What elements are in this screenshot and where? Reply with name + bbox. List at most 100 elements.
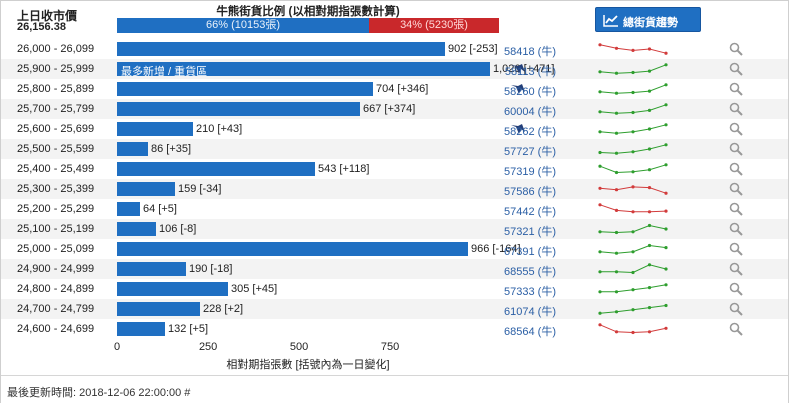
sparkline-point [598,186,602,190]
search-icon[interactable] [729,102,743,116]
cbbc-code-link[interactable]: 61074 (牛) [504,306,556,318]
search-icon[interactable] [729,122,743,136]
sparkline-point [614,131,619,135]
search-icon[interactable] [729,322,743,336]
sparkline-point [598,323,602,327]
sparkline-point [664,143,668,147]
sparkline-point [647,263,652,267]
bull-icon [511,64,525,74]
volume-bar [117,142,148,156]
search-icon[interactable] [729,282,743,296]
table-row: 25,400 - 25,499 543 [+118] 57319 (牛) [1,159,788,179]
cbbc-code-link[interactable]: 57321 (牛) [504,226,556,238]
bar-value-label: 86 [+35] [151,143,192,155]
trend-sparkline [598,303,668,315]
sparkline-point [598,203,602,207]
volume-bar [117,322,165,336]
sparkline-point [631,170,635,174]
footer: 最後更新時間: 2018-12-06 22:00:00 # [1,375,788,403]
search-icon[interactable] [729,62,743,76]
x-axis: 0 250 500 750 相對期指張數 [括號內為一日變化] [1,339,788,375]
x-tick-label: 0 [114,341,121,353]
table-row: 25,600 - 25,699 210 [+43] 58262 (牛) [1,119,788,139]
total-trend-button[interactable]: 總街貨趨勢 [595,7,701,32]
sparkline-point [614,188,619,192]
trend-sparkline [598,43,668,55]
sparkline-point [631,90,635,95]
search-icon[interactable] [729,202,743,216]
sparkline-point [614,270,619,274]
cbbc-code-link[interactable]: 57333 (牛) [504,286,556,298]
sparkline-point [598,290,602,294]
price-range-label: 24,800 - 24,899 [17,283,95,295]
sparkline-point [664,51,668,55]
bull-bear-ratio-bar: 66% (10153張) 34% (5230張) [117,18,499,33]
price-range-label: 25,200 - 25,299 [17,203,95,215]
search-icon[interactable] [729,142,743,156]
volume-bar [117,182,175,196]
search-icon[interactable] [729,162,743,176]
price-range-label: 26,000 - 26,099 [17,43,95,55]
cbbc-code-link[interactable]: 57319 (牛) [504,166,556,178]
bar-value-label: 228 [+2] [203,303,244,315]
cbbc-code-link[interactable]: 68555 (牛) [504,266,556,278]
total-trend-label: 總街貨趨勢 [623,17,678,29]
sparkline-point [614,151,619,155]
search-icon[interactable] [729,82,743,96]
cbbc-code-link[interactable]: 68564 (牛) [504,326,556,338]
prev-close-label: 上日收市價 [17,9,78,23]
cbbc-code-link[interactable]: 67391 (牛) [504,246,556,258]
trend-sparkline [598,103,668,115]
trend-sparkline [598,323,668,335]
sparkline-point [664,326,668,330]
sparkline-point [664,83,668,87]
sparkline-point [664,267,668,271]
sparkline-point [631,330,635,335]
cbbc-code-link[interactable]: 57727 (牛) [504,146,556,158]
sparkline-point [598,270,602,274]
trend-sparkline [598,203,668,214]
search-icon[interactable] [729,302,743,316]
search-icon[interactable] [729,182,743,196]
sparkline-point [614,46,619,50]
cbbc-code-link[interactable]: 58260 (牛) [504,86,556,98]
heaviest-zone-label: 最多新增 / 重貨區 [121,66,208,78]
sparkline-point [598,164,602,168]
line-chart-icon [603,15,618,27]
sparkline-point [664,191,668,195]
sparkline-point [598,110,602,114]
bear-ratio-segment: 34% (5230張) [369,18,499,33]
sparkline-point [598,250,602,254]
trend-sparkline [598,263,668,275]
bar-value-label: 667 [+374] [363,103,416,115]
search-icon[interactable] [729,262,743,276]
cbbc-code-link[interactable]: 58262 (牛) [504,126,556,138]
sparkline-point [631,288,635,292]
sparkline-point [647,89,652,93]
volume-bar [117,42,445,56]
sparkline-point [647,243,652,248]
bar-value-label: 190 [-18] [189,263,233,275]
search-icon[interactable] [729,42,743,56]
cbbc-code-link[interactable]: 57586 (牛) [504,186,556,198]
search-icon[interactable] [729,242,743,256]
sparkline-point [614,230,619,235]
cbbc-code-link[interactable]: 58113 (牛) [504,66,556,78]
sparkline-point [647,186,652,190]
cbbc-code-link[interactable]: 60004 (牛) [504,106,556,118]
sparkline-point [598,230,602,234]
sparkline-point [647,286,652,290]
sparkline-point [614,208,619,212]
cbbc-code-link[interactable]: 57442 (牛) [504,206,556,218]
sparkline-point [664,209,668,213]
last-update-text: 最後更新時間: 2018-12-06 22:00:00 # [7,387,191,399]
trend-sparkline [598,123,668,135]
cbbc-code-link[interactable]: 58418 (牛) [504,46,556,58]
x-tick-label: 250 [198,341,218,353]
sparkline-point [631,308,635,312]
price-range-label: 24,700 - 24,799 [17,303,95,315]
bar-value-label: 305 [+45] [231,283,278,295]
bar-value-label: 132 [+5] [168,323,209,335]
sparkline-point [631,130,635,134]
search-icon[interactable] [729,222,743,236]
